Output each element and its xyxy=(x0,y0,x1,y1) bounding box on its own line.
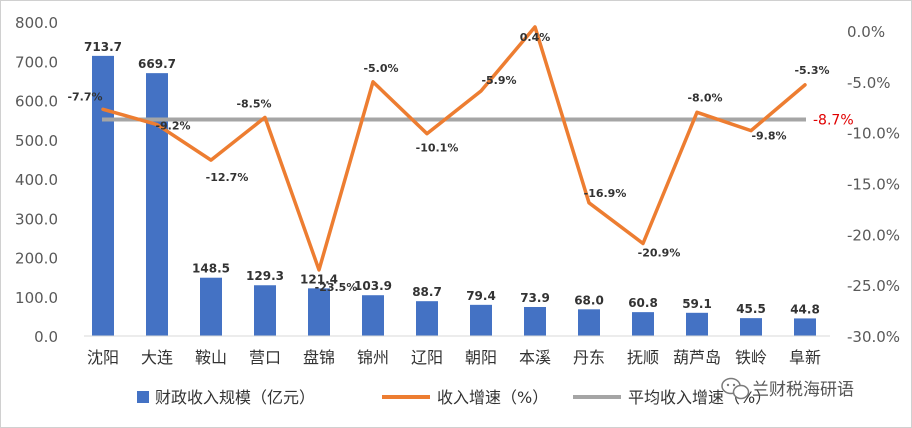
bar-label-12: 59.1 xyxy=(682,297,712,311)
bar-label-7: 88.7 xyxy=(412,285,442,299)
legend-label-average: 平均收入增速（%） xyxy=(628,388,771,407)
left-tick-3: 200.0 xyxy=(15,250,58,268)
bar-5 xyxy=(308,288,330,336)
right-tick-6: -25.0% xyxy=(847,277,900,295)
bar-label-10: 68.0 xyxy=(574,293,604,307)
legend-label-revenue: 财政收入规模（亿元） xyxy=(155,388,315,407)
bar-label-14: 44.8 xyxy=(790,302,820,316)
bar-label-1: 713.7 xyxy=(84,40,122,54)
wechat-icon xyxy=(721,377,750,400)
bar-6 xyxy=(362,295,384,336)
left-tick-4: 300.0 xyxy=(15,210,58,228)
growth-label-3: -12.7% xyxy=(206,171,249,184)
average-line-series: -8.7% xyxy=(102,112,854,128)
left-tick-1: 0.0 xyxy=(34,328,58,346)
left-tick-8: 700.0 xyxy=(15,53,58,71)
bar-label-11: 60.8 xyxy=(628,296,658,310)
bar-data-labels: 713.7 669.7 148.5 129.3 121.4 103.9 88.7 79.4 73… xyxy=(84,40,820,317)
growth-label-12: -8.0% xyxy=(687,91,722,104)
bar-label-9: 73.9 xyxy=(520,291,550,305)
left-tick-9: 800.0 xyxy=(15,14,58,32)
legend-item-growth: 收入增速（%） xyxy=(382,388,548,407)
growth-label-5: -23.5% xyxy=(315,281,358,294)
legend-swatch-revenue xyxy=(137,391,149,403)
category-label-9: 本溪 xyxy=(519,348,551,367)
legend: 财政收入规模（亿元） 收入增速（%） 平均收入增速（%） xyxy=(137,388,771,407)
growth-label-2: -9.2% xyxy=(155,120,190,133)
bar-3 xyxy=(200,277,222,336)
growth-line-series xyxy=(101,25,807,272)
left-tick-7: 600.0 xyxy=(15,93,58,111)
bar-label-4: 129.3 xyxy=(246,269,284,283)
bar-9 xyxy=(524,306,546,336)
growth-label-11: -20.9% xyxy=(638,246,681,259)
growth-label-6: -5.0% xyxy=(363,62,398,75)
growth-label-10: -16.9% xyxy=(584,187,627,200)
average-line-label: -8.7% xyxy=(813,112,854,128)
left-tick-2: 100.0 xyxy=(15,289,58,307)
category-label-1: 沈阳 xyxy=(87,348,119,367)
left-tick-5: 400.0 xyxy=(15,171,58,189)
bar-12 xyxy=(686,312,708,336)
category-axis: 沈阳 大连 鞍山 营口 盘锦 锦州 辽阳 朝阳 本溪 丹东 抚顺 葫芦岛 铁岭 阜新 xyxy=(87,348,821,367)
bar-label-5: 121.4 xyxy=(300,272,338,286)
bar-4 xyxy=(254,285,276,336)
category-label-2: 大连 xyxy=(141,348,173,367)
category-label-6: 锦州 xyxy=(357,348,389,367)
bar-series xyxy=(92,55,816,337)
category-label-12: 葫芦岛 xyxy=(673,348,721,367)
category-label-3: 鞍山 xyxy=(195,348,227,367)
legend-label-growth: 收入增速（%） xyxy=(437,388,548,407)
category-label-5: 盘锦 xyxy=(303,348,335,367)
watermark: 兰财税海研语 xyxy=(721,377,854,400)
growth-line xyxy=(101,25,807,272)
growth-label-13: -9.8% xyxy=(751,130,786,143)
category-label-4: 营口 xyxy=(249,348,281,367)
legend-item-revenue: 财政收入规模（亿元） xyxy=(137,388,315,407)
right-tick-3: -10.0% xyxy=(847,125,900,143)
category-label-8: 朝阳 xyxy=(465,348,497,367)
bar-label-6: 103.9 xyxy=(354,279,392,293)
category-label-7: 辽阳 xyxy=(411,348,443,367)
bar-11 xyxy=(632,312,654,336)
category-label-13: 铁岭 xyxy=(735,348,767,367)
right-tick-4: -15.0% xyxy=(847,176,900,194)
bar-14 xyxy=(794,318,816,336)
right-tick-7: -30.0% xyxy=(847,328,900,346)
right-axis-ticks: 0.0% -5.0% -10.0% -15.0% -20.0% -25.0% -30.0% xyxy=(847,23,900,346)
right-tick-1: 0.0% xyxy=(847,23,885,41)
growth-label-1: -7.7% xyxy=(67,90,102,103)
growth-label-4: -8.5% xyxy=(236,97,271,110)
left-axis-ticks: 0.0 100.0 200.0 300.0 400.0 500.0 600.0 700.0 80… xyxy=(15,14,58,346)
category-label-10: 丹东 xyxy=(573,348,605,367)
growth-label-7: -10.1% xyxy=(416,142,459,155)
left-tick-6: 500.0 xyxy=(15,132,58,150)
bar-10 xyxy=(578,309,600,336)
bar-label-8: 79.4 xyxy=(466,289,496,303)
bar-7 xyxy=(416,301,438,336)
growth-label-14: -5.3% xyxy=(794,64,829,77)
right-tick-5: -20.0% xyxy=(847,226,900,244)
bar-8 xyxy=(470,304,492,336)
bar-1 xyxy=(92,55,114,337)
bar-13 xyxy=(740,318,762,336)
category-label-11: 抚顺 xyxy=(627,348,659,367)
bar-label-2: 669.7 xyxy=(138,57,176,71)
category-label-14: 阜新 xyxy=(789,348,821,367)
watermark-text: 兰财税海研语 xyxy=(752,380,854,400)
growth-label-8: -5.9% xyxy=(481,74,516,87)
growth-label-9: 0.4% xyxy=(520,31,551,44)
bar-label-13: 45.5 xyxy=(736,302,766,316)
bar-2 xyxy=(146,73,168,336)
right-tick-2: -5.0% xyxy=(847,74,891,92)
growth-data-labels: -7.7% -9.2% -12.7% -8.5% -23.5% -5.0% -10.1% -5… xyxy=(67,31,829,294)
bar-label-3: 148.5 xyxy=(192,262,230,276)
